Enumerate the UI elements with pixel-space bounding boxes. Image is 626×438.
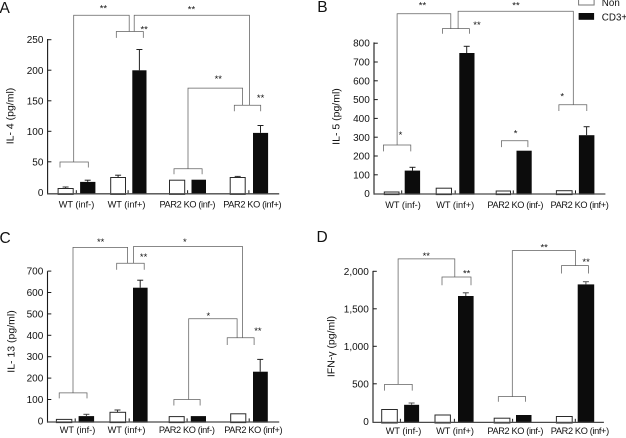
svg-text:PAR2 KO (inf+): PAR2 KO (inf+) — [224, 425, 282, 435]
svg-text:PAR2 KO (inf+): PAR2 KO (inf+) — [223, 200, 281, 210]
svg-text:100: 100 — [27, 395, 44, 406]
svg-text:**: ** — [540, 243, 548, 254]
svg-text:WT (inf-): WT (inf-) — [60, 425, 96, 435]
svg-text:Non: Non — [602, 0, 620, 9]
svg-text:**: ** — [188, 4, 196, 15]
svg-text:WT (inf+): WT (inf+) — [108, 425, 146, 435]
svg-text:**: ** — [463, 269, 471, 280]
svg-text:IFN-γ (pg/ml): IFN-γ (pg/ml) — [326, 316, 338, 377]
svg-text:2,000: 2,000 — [344, 267, 369, 278]
svg-text:250: 250 — [27, 35, 44, 46]
svg-text:100: 100 — [353, 170, 370, 181]
svg-text:**: ** — [100, 4, 108, 15]
svg-text:**: ** — [257, 93, 265, 104]
svg-text:0: 0 — [364, 189, 370, 200]
svg-text:IL- 4 (pg/ml): IL- 4 (pg/ml) — [5, 88, 17, 145]
svg-text:200: 200 — [27, 66, 44, 77]
svg-text:300: 300 — [27, 352, 44, 363]
svg-text:**: ** — [419, 1, 427, 12]
svg-text:WT (inf-): WT (inf-) — [385, 200, 421, 210]
svg-text:400: 400 — [27, 331, 44, 342]
svg-text:WT (inf-): WT (inf-) — [59, 200, 95, 210]
svg-text:1,000: 1,000 — [344, 342, 369, 353]
svg-text:*: * — [514, 129, 518, 140]
svg-text:CD3+: CD3+ — [602, 12, 626, 23]
svg-text:IL- 5 (pg/ml): IL- 5 (pg/ml) — [331, 88, 343, 145]
svg-text:700: 700 — [27, 267, 44, 278]
svg-text:WT (inf-): WT (inf-) — [386, 426, 422, 436]
svg-text:PAR2 KO (inf+): PAR2 KO (inf+) — [551, 200, 609, 210]
svg-text:C: C — [0, 230, 11, 247]
svg-text:**: ** — [140, 252, 148, 263]
svg-text:D: D — [317, 229, 328, 246]
svg-text:500: 500 — [353, 95, 370, 106]
svg-text:WT (inf+): WT (inf+) — [436, 426, 474, 436]
svg-text:500: 500 — [27, 309, 44, 320]
svg-text:*: * — [560, 92, 564, 103]
svg-text:500: 500 — [352, 379, 369, 390]
svg-text:150: 150 — [27, 96, 44, 107]
svg-text:*: * — [206, 311, 210, 322]
svg-text:A: A — [0, 0, 11, 17]
svg-text:300: 300 — [353, 133, 370, 144]
svg-text:200: 200 — [27, 374, 44, 385]
svg-text:**: ** — [254, 326, 262, 337]
svg-text:B: B — [317, 0, 327, 16]
svg-text:100: 100 — [27, 127, 44, 138]
svg-text:**: ** — [140, 24, 148, 35]
svg-text:0: 0 — [38, 416, 44, 427]
svg-text:**: ** — [423, 251, 431, 262]
svg-text:**: ** — [512, 1, 520, 12]
svg-text:200: 200 — [353, 152, 370, 163]
svg-text:IL- 13 (pg/ml): IL- 13 (pg/ml) — [6, 310, 18, 372]
svg-text:*: * — [183, 237, 187, 248]
svg-text:0: 0 — [38, 188, 44, 199]
svg-text:0: 0 — [363, 417, 369, 428]
svg-text:WT (inf+): WT (inf+) — [108, 200, 146, 210]
svg-text:PAR2 KO (inf-): PAR2 KO (inf-) — [487, 200, 543, 210]
svg-text:400: 400 — [353, 114, 370, 125]
svg-text:PAR2 KO (inf+): PAR2 KO (inf+) — [551, 426, 609, 436]
svg-text:**: ** — [473, 20, 481, 31]
svg-text:PAR2 KO (inf-): PAR2 KO (inf-) — [487, 426, 543, 436]
svg-text:*: * — [399, 130, 403, 141]
svg-text:800: 800 — [353, 39, 370, 50]
svg-text:50: 50 — [32, 157, 44, 168]
svg-text:PAR2 KO (inf-): PAR2 KO (inf-) — [159, 200, 215, 210]
svg-text:WT (inf+): WT (inf+) — [436, 200, 474, 210]
svg-text:**: ** — [582, 257, 590, 268]
svg-text:1,500: 1,500 — [344, 304, 369, 315]
svg-text:600: 600 — [27, 288, 44, 299]
svg-text:**: ** — [97, 237, 105, 248]
svg-text:700: 700 — [353, 58, 370, 69]
svg-text:PAR2 KO (inf-): PAR2 KO (inf-) — [159, 425, 215, 435]
svg-text:600: 600 — [353, 76, 370, 87]
svg-text:**: ** — [215, 74, 223, 85]
